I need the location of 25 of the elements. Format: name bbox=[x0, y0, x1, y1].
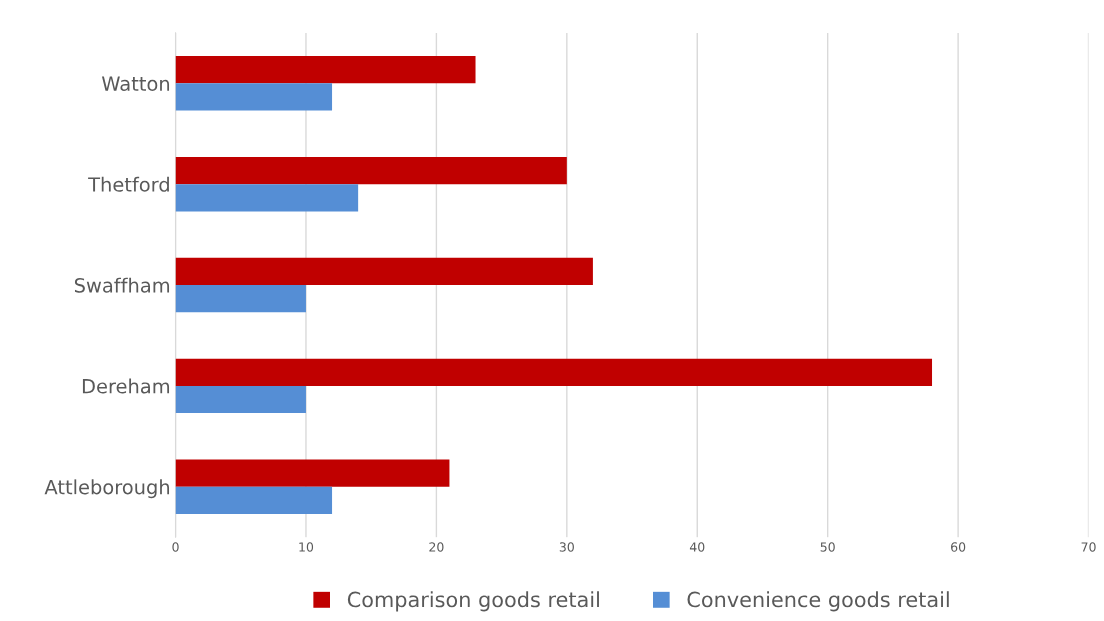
y-tick-label: Swaffham bbox=[74, 277, 170, 293]
x-tick-label: 50 bbox=[820, 542, 835, 552]
legend-label: Convenience goods retail bbox=[687, 591, 949, 612]
bar bbox=[175, 257, 593, 286]
x-tick-label: 30 bbox=[559, 542, 574, 552]
x-tick-label: 0 bbox=[172, 542, 179, 552]
bar bbox=[175, 459, 450, 487]
x-tick-label: 40 bbox=[689, 542, 705, 552]
x-tick-label: 10 bbox=[299, 542, 314, 552]
y-tick-label: Dereham bbox=[82, 378, 170, 394]
x-tick-label: 60 bbox=[951, 542, 966, 552]
bar bbox=[175, 184, 359, 212]
bar bbox=[175, 83, 333, 111]
bar bbox=[175, 358, 933, 386]
bar bbox=[175, 385, 306, 414]
y-tick-label: Watton bbox=[101, 76, 170, 91]
y-tick-label: Attleborough bbox=[44, 479, 170, 499]
bar bbox=[175, 156, 567, 185]
x-tick-label: 70 bbox=[1081, 542, 1096, 552]
bar bbox=[175, 486, 333, 514]
bar bbox=[175, 285, 306, 313]
bar bbox=[175, 56, 476, 84]
legend-label: Comparison goods retail bbox=[347, 591, 599, 612]
x-tick-label: 20 bbox=[429, 542, 444, 552]
y-tick-label: Thetford bbox=[88, 176, 169, 192]
